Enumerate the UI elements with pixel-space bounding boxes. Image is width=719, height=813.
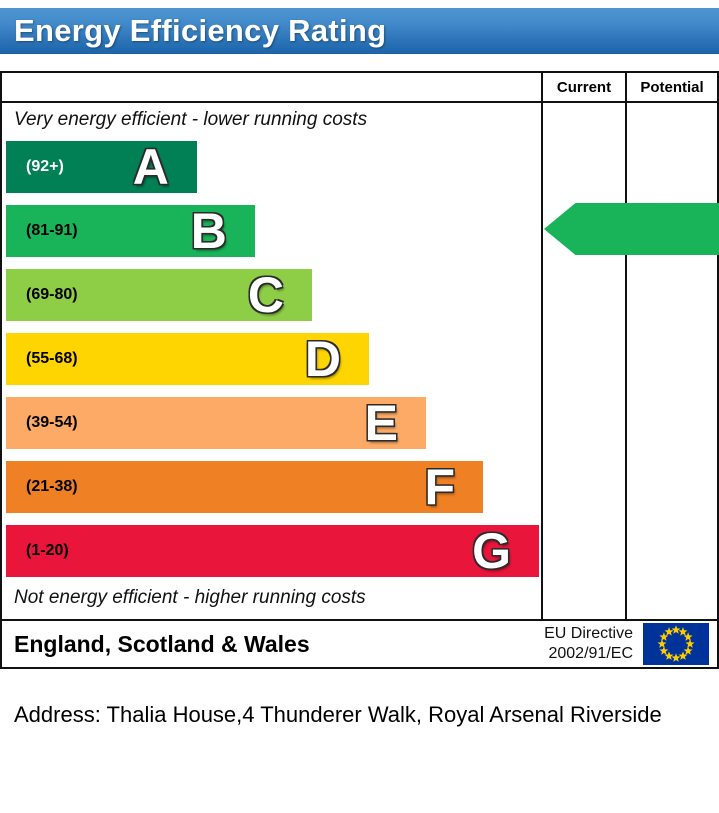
band-range-label: (39-54) <box>26 414 78 431</box>
band-row-d: (55-68) D <box>6 333 539 385</box>
band-row-e: (39-54) E <box>6 397 539 449</box>
top-note: Very energy efficient - lower running co… <box>14 109 368 130</box>
band-row-a: (92+) A <box>6 141 539 193</box>
band-row-g: (1-20) G <box>6 525 539 577</box>
band-rows: (92+) A (81-91) B (69-80) C (55-68) D (39-54) E (2… <box>6 141 539 589</box>
band-bar-d: (55-68) D <box>6 333 369 385</box>
potential-column-divider <box>625 73 627 619</box>
band-letter: A <box>132 139 169 195</box>
band-bar-f: (21-38) F <box>6 459 484 515</box>
band-row-c: (69-80) C <box>6 269 539 321</box>
eu-directive-line1: EU Directive <box>544 625 633 642</box>
band-letter: E <box>364 395 398 451</box>
current-column-header: Current <box>556 78 612 96</box>
potential-column-header: Potential <box>640 78 704 96</box>
region-label: England, Scotland & Wales <box>14 630 310 657</box>
band-letter: C <box>247 267 284 323</box>
band-letter: B <box>190 203 227 259</box>
header-row-divider <box>2 101 717 103</box>
eu-flag-icon <box>643 623 709 665</box>
band-letter: F <box>424 459 456 515</box>
band-range-label: (69-80) <box>26 286 78 303</box>
band-row-f: (21-38) F <box>6 461 539 513</box>
title-bar: Energy Efficiency Rating <box>0 8 719 54</box>
band-bar-a: (92+) A <box>6 141 197 193</box>
address-line: Address: Thalia House,4 Thunderer Walk, … <box>14 702 662 727</box>
rating-chart: Current Potential Very energy efficient … <box>0 71 719 621</box>
bottom-note: Not energy efficient - higher running co… <box>14 587 366 608</box>
band-range-label: (92+) <box>26 158 64 175</box>
page-title: Energy Efficiency Rating <box>14 13 387 48</box>
footer-bar: England, Scotland & Wales EU Directive 2… <box>0 621 719 669</box>
band-range-label: (1-20) <box>26 542 69 559</box>
band-letter: G <box>472 523 511 579</box>
band-bar-b: (81-91) B <box>6 205 255 257</box>
band-range-label: (81-91) <box>26 222 78 239</box>
epc-page: Energy Efficiency Rating Current Potenti… <box>0 8 719 728</box>
eu-directive-label: EU Directive 2002/91/EC <box>544 624 643 664</box>
band-bar-e: (39-54) E <box>6 397 426 449</box>
band-range-label: (55-68) <box>26 350 78 367</box>
band-bar-g: (1-20) G <box>6 525 539 577</box>
band-range-label: (21-38) <box>26 478 78 495</box>
eu-directive-line2: 2002/91/EC <box>548 645 633 662</box>
band-letter: D <box>304 331 341 387</box>
band-row-b: (81-91) B <box>6 205 539 257</box>
band-bar-c: (69-80) C <box>6 269 312 321</box>
current-column-divider <box>541 73 543 619</box>
